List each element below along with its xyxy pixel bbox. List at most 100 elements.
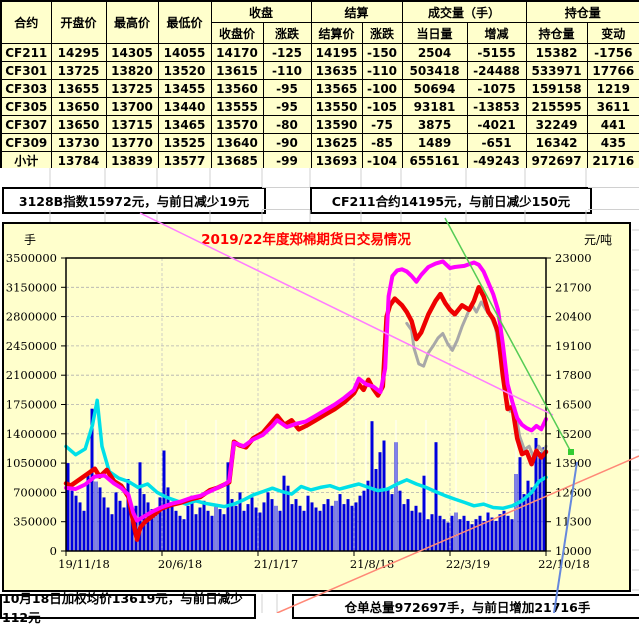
cell-contract: CF305 xyxy=(0,97,52,116)
col-header-volume-change: 增减 xyxy=(466,22,527,44)
cell-settle: 13550 xyxy=(310,97,363,116)
col-header-settle-price: 结算价 xyxy=(310,22,363,44)
right-axis-unit-label: 元/吨 xyxy=(584,233,613,247)
cell-vol: 50694 xyxy=(401,79,468,98)
col-header-settle-change: 涨跌 xyxy=(361,22,403,44)
index-notice-bar: 3128B指数15972元，与前日减少19元 xyxy=(2,187,266,214)
cell-close: 14170 xyxy=(210,43,264,62)
table-row: CF307 13650 13715 13465 13570 -80 13590 -75 3875… xyxy=(0,115,639,134)
cell-oi_chg: -1756 xyxy=(586,43,639,62)
cell-oi_chg: 21716 xyxy=(586,151,639,171)
cell-settle_chg: -110 xyxy=(361,61,403,80)
group-header-open-interest: 持仓量 xyxy=(525,0,639,23)
cell-high: 13770 xyxy=(105,133,159,152)
col-header-high: 最高价 xyxy=(105,0,159,44)
cell-vol: 2504 xyxy=(401,43,468,62)
group-header-settle: 结算 xyxy=(310,0,403,23)
table-row: CF301 13725 13820 13520 13615 -110 13635 -110 50… xyxy=(0,61,639,80)
cell-vol_chg: -1075 xyxy=(466,79,527,98)
cell-close: 13560 xyxy=(210,79,264,98)
index-notice-text: 3128B指数15972元，与前日减少19元 xyxy=(18,194,250,209)
cell-close_chg: -110 xyxy=(262,61,312,80)
cell-vol: 3875 xyxy=(401,115,468,134)
cell-close: 13640 xyxy=(210,133,264,152)
cell-close: 13685 xyxy=(210,151,264,171)
table-row: CF305 13650 13700 13440 13555 -95 13550 -105 931… xyxy=(0,97,639,116)
cf211-notice-bar: CF211合约14195元，与前日减少150元 xyxy=(310,187,592,214)
group-header-close: 收盘 xyxy=(210,0,312,23)
futures-quote-table: 合约 开盘价 最高价 最低价 收盘 结算 成交量（手） 持仓量 收盘价 涨跌 结… xyxy=(0,0,639,171)
cell-high: 13700 xyxy=(105,97,159,116)
cell-high: 14305 xyxy=(105,43,159,62)
cell-oi: 15382 xyxy=(525,43,588,62)
cell-contract: CF301 xyxy=(0,61,52,80)
col-header-oi-change: 变动 xyxy=(586,22,639,44)
cell-settle: 13565 xyxy=(310,79,363,98)
cell-close: 13615 xyxy=(210,61,264,80)
cell-settle: 13635 xyxy=(310,61,363,80)
cell-close: 13570 xyxy=(210,115,264,134)
col-header-low: 最低价 xyxy=(157,0,212,44)
cell-vol: 503418 xyxy=(401,61,468,80)
cell-oi: 159158 xyxy=(525,79,588,98)
cell-vol_chg: -49243 xyxy=(466,151,527,171)
cell-contract: CF211 xyxy=(0,43,52,62)
cell-high: 13820 xyxy=(105,61,159,80)
cell-vol_chg: -13853 xyxy=(466,97,527,116)
col-header-close-change: 涨跌 xyxy=(262,22,312,44)
chart-title: 2019/22年度郑棉期货日交易情况 xyxy=(201,232,411,248)
warehouse-receipt-notice-text: 仓单总量972697手，与前日增加21716手 xyxy=(344,600,591,615)
cell-oi_chg: 441 xyxy=(586,115,639,134)
cell-settle: 14195 xyxy=(310,43,363,62)
cell-close_chg: -125 xyxy=(262,43,312,62)
cell-settle_chg: -150 xyxy=(361,43,403,62)
cell-low: 13465 xyxy=(157,115,212,134)
cell-oi_chg: 3611 xyxy=(586,97,639,116)
cell-high: 13715 xyxy=(105,115,159,134)
avg-price-notice-text: 10月18日加权均价13619元，与前日减少112元 xyxy=(2,590,243,625)
cell-low: 13520 xyxy=(157,61,212,80)
cell-vol_chg: -5155 xyxy=(466,43,527,62)
cell-low: 14055 xyxy=(157,43,212,62)
cell-low: 13440 xyxy=(157,97,212,116)
avg-price-notice-bar: 10月18日加权均价13619元，与前日减少112元 xyxy=(0,591,256,625)
cell-settle_chg: -75 xyxy=(361,115,403,134)
col-header-open: 开盘价 xyxy=(50,0,107,44)
cell-vol_chg: -651 xyxy=(466,133,527,152)
cell-low: 13525 xyxy=(157,133,212,152)
cell-open: 13730 xyxy=(50,133,107,152)
table-row: 小计 13784 13839 13577 13685 -99 13693 -104 655161… xyxy=(0,151,639,171)
left-axis-unit-label: 手 xyxy=(24,233,37,247)
group-header-volume: 成交量（手） xyxy=(401,0,527,23)
cell-close_chg: -95 xyxy=(262,97,312,116)
cell-open: 13650 xyxy=(50,97,107,116)
cell-settle: 13625 xyxy=(310,133,363,152)
cell-close_chg: -80 xyxy=(262,115,312,134)
col-header-close-price: 收盘价 xyxy=(210,22,264,44)
cell-oi: 16342 xyxy=(525,133,588,152)
cell-vol_chg: -4021 xyxy=(466,115,527,134)
cell-vol: 93181 xyxy=(401,97,468,116)
table-row: CF303 13655 13725 13455 13560 -95 13565 -100 506… xyxy=(0,79,639,98)
cell-settle: 13590 xyxy=(310,115,363,134)
cell-low: 13455 xyxy=(157,79,212,98)
cell-contract: CF307 xyxy=(0,115,52,134)
table-row: CF309 13730 13770 13525 13640 -90 13625 -85 1489… xyxy=(0,133,639,152)
col-header-day-volume: 当日量 xyxy=(401,22,468,44)
cell-close: 13555 xyxy=(210,97,264,116)
cell-oi_chg: 1219 xyxy=(586,79,639,98)
col-header-contract: 合约 xyxy=(0,0,52,44)
cell-open: 13650 xyxy=(50,115,107,134)
cell-settle_chg: -85 xyxy=(361,133,403,152)
cell-oi: 32249 xyxy=(525,115,588,134)
daily-trading-chart xyxy=(2,222,631,592)
cell-oi_chg: 435 xyxy=(586,133,639,152)
cell-settle_chg: -100 xyxy=(361,79,403,98)
cell-open: 13725 xyxy=(50,61,107,80)
cell-open: 14295 xyxy=(50,43,107,62)
cell-contract: CF303 xyxy=(0,79,52,98)
warehouse-receipt-notice-bar: 仓单总量972697手，与前日增加21716手 xyxy=(292,594,639,619)
cell-contract: CF309 xyxy=(0,133,52,152)
cf211-notice-text: CF211合约14195元，与前日减少150元 xyxy=(331,194,571,209)
